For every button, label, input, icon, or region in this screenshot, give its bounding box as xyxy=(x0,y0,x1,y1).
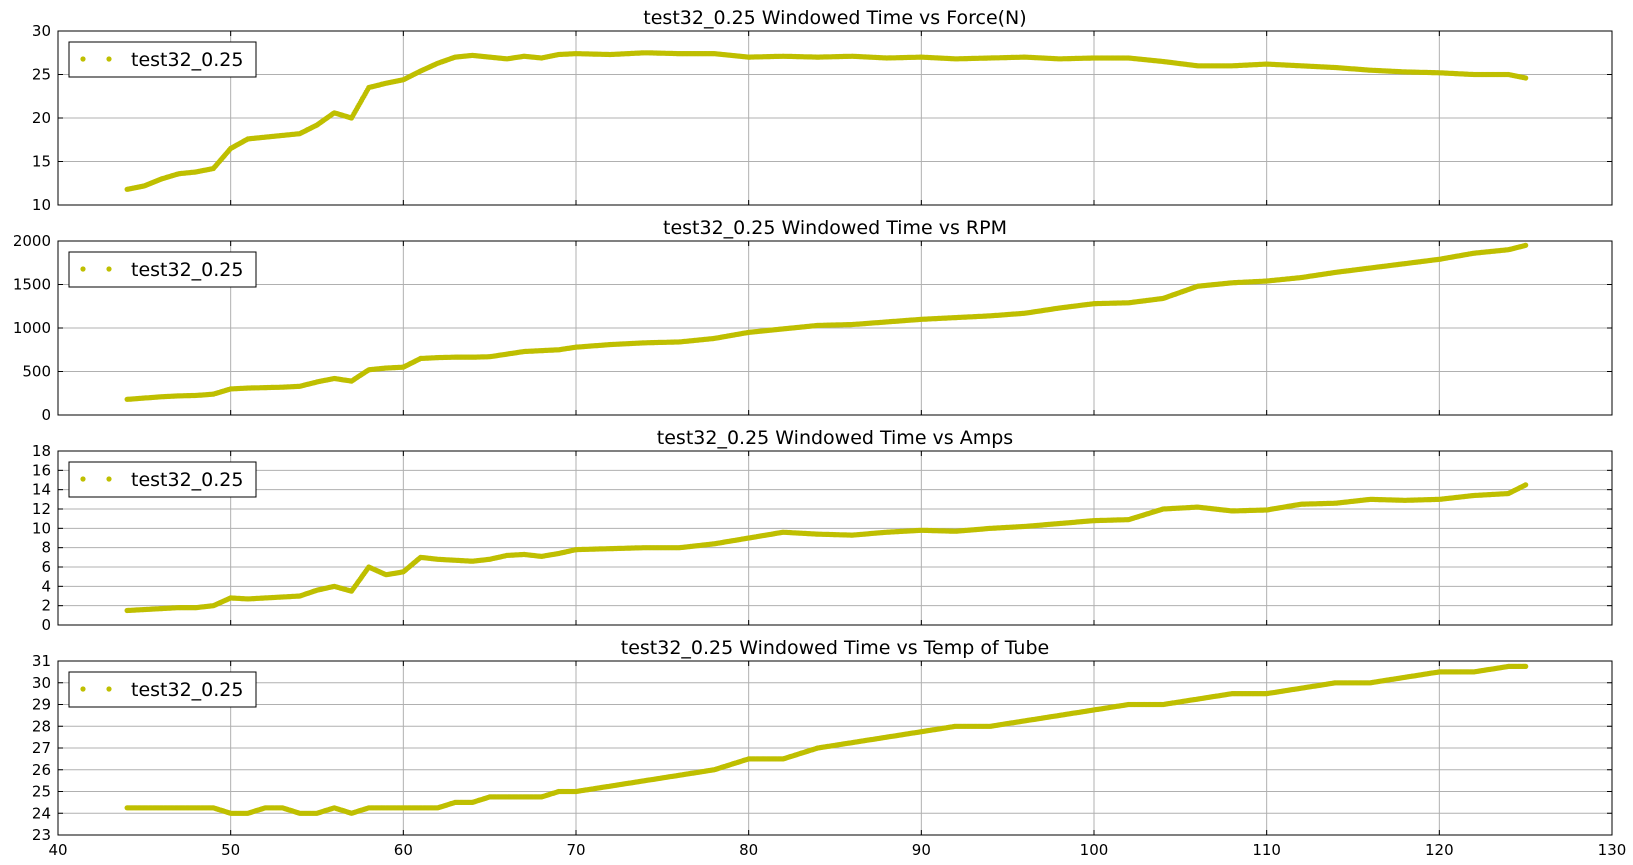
legend-label: test32_0.25 xyxy=(131,49,243,71)
legend-marker xyxy=(80,266,86,272)
y-tick-label: 27 xyxy=(32,739,51,757)
y-tick-label: 2 xyxy=(41,597,51,615)
x-tick-label: 70 xyxy=(566,841,585,859)
y-tick-label: 2000 xyxy=(13,232,51,250)
y-tick-label: 29 xyxy=(32,696,51,714)
y-tick-label: 20 xyxy=(32,109,51,127)
y-tick-label: 25 xyxy=(32,66,51,84)
legend-marker xyxy=(106,56,112,62)
y-tick-label: 8 xyxy=(41,539,51,557)
legend-marker xyxy=(80,476,86,482)
x-tick-label: 50 xyxy=(221,841,240,859)
y-tick-label: 18 xyxy=(32,442,51,460)
data-point xyxy=(1523,75,1529,81)
legend: test32_0.25 xyxy=(68,251,257,288)
x-tick-label: 40 xyxy=(48,841,67,859)
legend-marker xyxy=(106,686,112,692)
y-tick-label: 30 xyxy=(32,22,51,40)
y-tick-label: 0 xyxy=(41,406,51,424)
y-tick-label: 0 xyxy=(41,616,51,634)
series-1 xyxy=(124,50,1529,192)
y-tick-label: 28 xyxy=(32,717,51,735)
x-tick-label: 120 xyxy=(1425,841,1454,859)
chart-title: test32_0.25 Windowed Time vs Amps xyxy=(657,427,1013,449)
data-point xyxy=(1523,242,1529,248)
y-tick-label: 15 xyxy=(32,153,51,171)
x-tick-label: 80 xyxy=(739,841,758,859)
legend-marker xyxy=(80,56,86,62)
chart-panel-1: 10 15 20 25 30 test32_0.25 Windowed Time vs F… xyxy=(32,7,1613,214)
y-tick-label: 500 xyxy=(22,363,51,381)
x-tick-label: 100 xyxy=(1080,841,1109,859)
y-tick-label: 10 xyxy=(32,196,51,214)
y-tick-label: 12 xyxy=(32,500,51,518)
y-tick-label: 26 xyxy=(32,761,51,779)
legend: test32_0.25 xyxy=(68,671,257,708)
y-tick-label: 14 xyxy=(32,481,51,499)
series-4 xyxy=(124,663,1529,816)
legend-label: test32_0.25 xyxy=(131,679,243,701)
x-tick-label: 90 xyxy=(912,841,931,859)
legend-box xyxy=(68,41,257,78)
data-point xyxy=(1523,482,1529,488)
y-tick-label: 6 xyxy=(41,558,51,576)
y-tick-label: 25 xyxy=(32,783,51,801)
chart-panel-4: 40 50 60 70 80 90 100 110 120 130 23 24 25 26 27 28 29 30… xyxy=(32,637,1626,859)
legend: test32_0.25 xyxy=(68,41,257,78)
chart-title: test32_0.25 Windowed Time vs RPM xyxy=(663,217,1007,239)
y-tick-label: 16 xyxy=(32,461,51,479)
legend-marker xyxy=(106,476,112,482)
data-point xyxy=(1523,663,1529,670)
legend-box xyxy=(68,251,257,288)
x-tick-label: 110 xyxy=(1252,841,1281,859)
y-tick-label: 31 xyxy=(32,652,51,670)
chart-panel-2: 0 500 1000 1500 2000 test32_0.25 Windowed Tim… xyxy=(13,217,1613,424)
y-tick-label: 24 xyxy=(32,804,51,822)
series-2 xyxy=(124,242,1529,402)
legend-marker xyxy=(106,266,112,272)
series-3 xyxy=(124,482,1529,614)
x-tick-label: 130 xyxy=(1598,841,1627,859)
legend-label: test32_0.25 xyxy=(131,469,243,491)
y-tick-label: 1000 xyxy=(13,319,51,337)
y-tick-label: 23 xyxy=(32,826,51,844)
y-tick-label: 10 xyxy=(32,519,51,537)
y-tick-label: 30 xyxy=(32,674,51,692)
x-tick-label: 60 xyxy=(394,841,413,859)
y-tick-label: 1500 xyxy=(13,276,51,294)
legend-marker xyxy=(80,686,86,692)
chart-title: test32_0.25 Windowed Time vs Force(N) xyxy=(643,7,1026,29)
chart-title: test32_0.25 Windowed Time vs Temp of Tub… xyxy=(621,637,1049,659)
y-tick-label: 4 xyxy=(41,577,51,595)
legend-label: test32_0.25 xyxy=(131,259,243,281)
legend: test32_0.25 xyxy=(68,461,257,498)
